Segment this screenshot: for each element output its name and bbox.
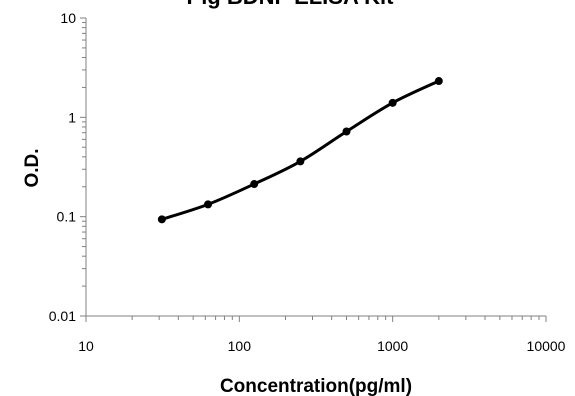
- x-axis-label: Concentration(pg/ml): [220, 376, 412, 396]
- y-axis-label: O.D.: [22, 148, 43, 187]
- x-tick-label: 10000: [527, 338, 566, 354]
- data-point: [342, 127, 351, 136]
- axis-ticks: [80, 17, 547, 322]
- y-tick-label: 0.01: [49, 308, 76, 324]
- data-point: [296, 157, 305, 166]
- data-point: [204, 200, 213, 209]
- x-tick-label: 10: [78, 338, 94, 354]
- axes: [85, 18, 546, 317]
- series-group: [157, 77, 443, 224]
- y-tick-label: 10: [60, 10, 76, 26]
- y-tick-label: 0.1: [57, 209, 77, 225]
- data-point: [250, 180, 259, 189]
- series-line: [161, 79, 440, 221]
- y-tick-label: 1: [68, 109, 76, 125]
- data-point: [434, 77, 443, 86]
- chart-title: Pig BDNF ELISA Kit: [187, 0, 395, 9]
- x-tick-label: 1000: [377, 338, 408, 354]
- data-point: [157, 215, 166, 224]
- tick-labels: 10 100 1000 10000 0.01 0.1 1 10: [49, 10, 566, 354]
- x-tick-label: 100: [228, 338, 252, 354]
- data-point: [388, 98, 397, 107]
